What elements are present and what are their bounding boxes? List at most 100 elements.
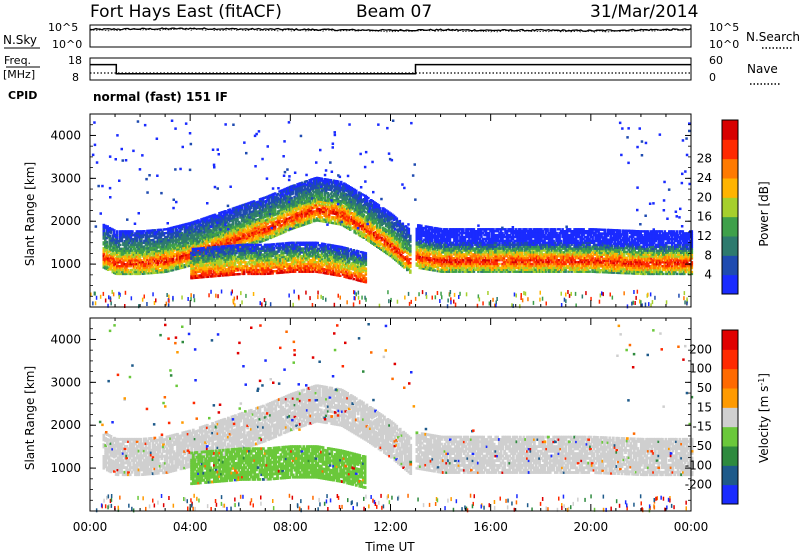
power-cell <box>170 263 173 266</box>
power-cell <box>113 262 116 265</box>
power-cell <box>116 270 119 274</box>
power-cell <box>156 257 160 261</box>
power-cell <box>179 266 182 270</box>
power-cell <box>140 270 143 274</box>
power-cell <box>138 251 142 254</box>
power-cell <box>116 247 119 250</box>
power-cell <box>110 256 113 259</box>
power-cell <box>165 260 169 264</box>
power-cell <box>150 266 154 269</box>
power-cell <box>264 199 268 203</box>
power-cell <box>225 234 229 237</box>
power-cell <box>156 236 160 239</box>
power-cell <box>140 245 143 249</box>
power-cell <box>150 235 154 238</box>
power-cell <box>146 266 149 269</box>
power-cell <box>236 227 239 230</box>
power-cell <box>248 238 251 241</box>
power-cell <box>240 229 244 232</box>
power-cell <box>123 272 127 276</box>
power-cell <box>162 251 166 254</box>
power-cell <box>107 262 110 266</box>
power-cell <box>177 232 181 235</box>
power-cell <box>180 245 184 248</box>
power-cell <box>122 249 125 252</box>
power-cell <box>213 240 217 243</box>
power-cell <box>245 212 248 215</box>
power-cell <box>260 224 263 228</box>
power-cell <box>326 192 329 195</box>
power-cell <box>218 237 221 240</box>
power-cell <box>146 272 149 275</box>
power-cell <box>128 237 131 241</box>
power-cell <box>141 247 145 250</box>
power-cell <box>266 232 269 235</box>
power-cell <box>179 241 182 245</box>
power-cell <box>108 250 112 253</box>
power-cell <box>251 227 254 231</box>
power-cell <box>110 239 113 242</box>
power-cell <box>191 223 194 226</box>
power-cell <box>234 229 238 232</box>
power-cell <box>236 234 239 238</box>
power-cell <box>135 239 139 243</box>
power-cell <box>245 202 248 206</box>
power-cell <box>102 260 106 263</box>
power-cell <box>149 244 152 248</box>
power-cell <box>290 196 293 200</box>
power-cell <box>182 233 185 236</box>
power-cell <box>140 241 143 245</box>
power-cell <box>231 232 235 235</box>
power-cell <box>204 230 208 233</box>
power-cell <box>182 246 185 250</box>
power-cell <box>251 225 254 229</box>
power-cell <box>246 206 250 209</box>
power-cell <box>231 238 235 241</box>
power-cell <box>185 246 188 249</box>
power-cell <box>264 205 268 209</box>
power-cell <box>261 239 265 242</box>
power-cell <box>255 218 259 221</box>
power-cell <box>218 241 221 244</box>
power-cell <box>125 257 128 260</box>
power-cell <box>266 216 269 220</box>
power-cell <box>257 237 260 240</box>
power-cell <box>254 234 257 237</box>
power-cell <box>210 235 214 239</box>
power-cell <box>210 241 214 244</box>
power-cell <box>155 265 158 268</box>
power-cell <box>182 235 185 238</box>
power-cell <box>176 252 179 255</box>
power-cell <box>153 232 157 236</box>
power-cell <box>185 251 188 255</box>
power-cell <box>131 268 134 272</box>
power-cell <box>176 267 179 271</box>
power-cell <box>239 226 242 229</box>
power-cell <box>186 236 190 239</box>
power-cell <box>255 224 259 227</box>
power-cell <box>180 249 184 252</box>
power-cell <box>189 239 193 242</box>
power-cell <box>246 237 250 240</box>
power-cell <box>119 239 122 243</box>
power-cell <box>141 266 145 270</box>
power-cell <box>207 231 211 234</box>
power-cell <box>179 265 182 268</box>
power-cell <box>255 201 259 204</box>
power-cell <box>237 222 241 226</box>
power-cell <box>219 232 223 236</box>
power-cell <box>153 256 157 259</box>
power-cell <box>237 205 241 208</box>
power-cell <box>219 236 223 239</box>
power-cell <box>233 214 236 217</box>
power-cell <box>210 232 214 235</box>
power-cell <box>237 211 241 214</box>
power-cell <box>407 227 411 231</box>
power-cell <box>167 248 170 252</box>
power-cell <box>224 229 227 232</box>
power-cell <box>110 266 113 269</box>
power-cell <box>239 229 242 233</box>
power-cell <box>272 247 276 250</box>
power-cell <box>146 241 149 244</box>
power-cell <box>173 264 176 267</box>
